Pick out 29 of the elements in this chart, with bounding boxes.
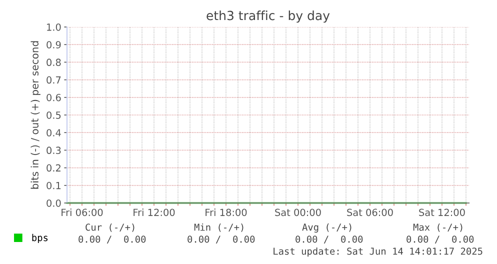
x-tick-label: Fri 06:00 xyxy=(62,208,103,216)
y-tick-label: 0.9 xyxy=(46,41,61,48)
y-axis-title: bits in (-) / out (+) per second xyxy=(30,41,40,189)
y-tick-label: 0.0 xyxy=(46,199,61,207)
y-tick-label: 0.1 xyxy=(46,182,61,190)
text: Max (-/+) xyxy=(413,223,462,232)
text: 0.00 / 0.00 xyxy=(78,236,146,244)
text: Last update: Sat Jun 14 14:01:17 2025 xyxy=(274,247,482,257)
text: Cur (-/+) xyxy=(86,223,134,232)
x-tick-label: Sat 12:00 xyxy=(419,208,465,216)
text: Min (-/+) xyxy=(194,223,244,232)
x-tick-label: Fri 12:00 xyxy=(134,208,175,216)
y-tick-label: 0.6 xyxy=(46,94,61,102)
legend-label: bps xyxy=(32,234,48,244)
y-tick-label: 0.4 xyxy=(46,129,61,136)
text: Avg (-/+) xyxy=(302,223,352,233)
y-tick-label: 0.3 xyxy=(46,146,61,154)
text: 0.00 / 0.00 xyxy=(406,236,474,244)
y-tick-label: 0.5 xyxy=(46,111,61,119)
x-tick-label: Fri 18:00 xyxy=(206,208,247,216)
y-tick-label: 0.2 xyxy=(46,164,60,172)
text: 0.00 / 0.00 xyxy=(188,236,255,244)
y-tick-label: 0.7 xyxy=(46,76,61,84)
x-tick-label: Sat 06:00 xyxy=(347,208,393,216)
x-tick-label: Sat 00:00 xyxy=(275,208,321,216)
text: 0.00 / 0.00 xyxy=(296,236,363,244)
y-tick-label: 0.8 xyxy=(46,58,61,66)
y-tick-label: 1.0 xyxy=(47,23,61,31)
chart-title: eth3 traffic - by day xyxy=(206,10,330,23)
